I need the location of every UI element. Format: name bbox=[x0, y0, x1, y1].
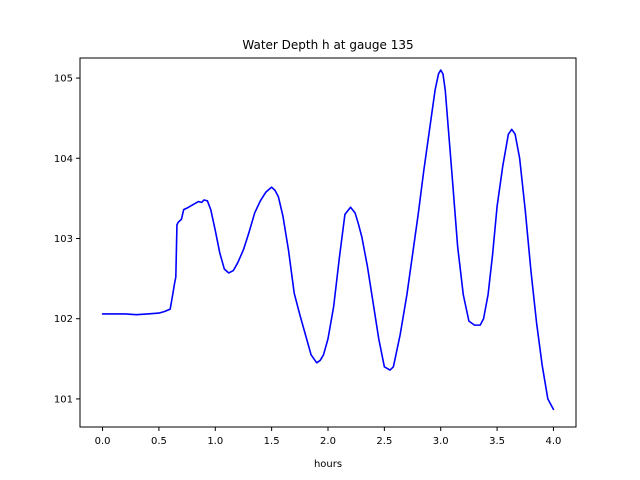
y-tick-label: 104 bbox=[54, 154, 73, 165]
ticks-layer: 0.0 0.5 1.0 1.5 2.0 2.5 3.0 3.5 4.0 101 102 103 104 1… bbox=[54, 74, 562, 447]
x-tick-label: 0.0 bbox=[95, 436, 111, 447]
x-tick-label: 2.0 bbox=[320, 436, 336, 447]
y-tick-label: 103 bbox=[54, 234, 73, 245]
x-tick-label: 1.0 bbox=[207, 436, 223, 447]
x-tick-label: 4.0 bbox=[546, 436, 562, 447]
x-axis-label: hours bbox=[314, 459, 342, 470]
chart-title: Water Depth h at gauge 135 bbox=[242, 38, 413, 52]
plot-area bbox=[80, 58, 576, 427]
x-tick-label: 3.5 bbox=[489, 436, 505, 447]
y-tick-label: 102 bbox=[54, 314, 73, 325]
series-layer bbox=[101, 69, 555, 411]
x-tick-label: 1.5 bbox=[264, 436, 280, 447]
y-tick-label: 105 bbox=[54, 74, 73, 85]
series-line bbox=[101, 69, 555, 411]
plot-frame bbox=[79, 57, 577, 428]
x-tick-label: 3.0 bbox=[433, 436, 449, 447]
y-tick-label: 101 bbox=[54, 394, 73, 405]
x-tick-label: 2.5 bbox=[376, 436, 392, 447]
x-tick-label: 0.5 bbox=[151, 436, 167, 447]
